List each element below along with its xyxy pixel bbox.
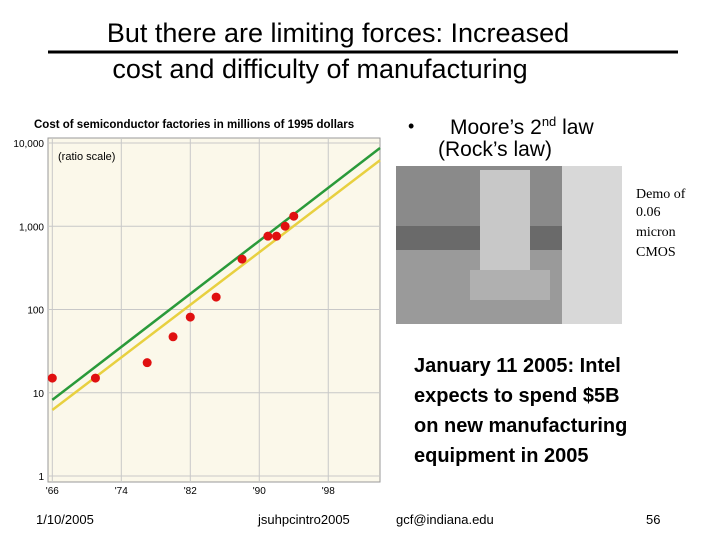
bullet-text-part: Moore’s 2 bbox=[450, 116, 542, 139]
note: expects to spend $5B bbox=[414, 385, 620, 407]
title-line: cost and difficulty of manufacturing bbox=[112, 54, 527, 84]
note: January 11 2005: Intel bbox=[414, 355, 621, 377]
caption: micron bbox=[636, 225, 676, 240]
data-point bbox=[168, 332, 178, 342]
x-tick-label: '66 bbox=[46, 486, 59, 497]
data-point bbox=[237, 254, 247, 264]
caption: CMOS bbox=[636, 245, 676, 260]
y-tick-label: 1,000 bbox=[19, 222, 44, 233]
bullet-text: (Rock’s law) bbox=[438, 138, 552, 161]
bullet-text: Moore’s 2nd law bbox=[450, 114, 594, 139]
y-tick-label: 10 bbox=[33, 389, 45, 400]
chart-annotation: (ratio scale) bbox=[58, 151, 115, 163]
caption: Demo of bbox=[636, 187, 686, 202]
cmos-image bbox=[396, 166, 622, 324]
x-tick-label: '98 bbox=[322, 486, 335, 497]
data-point bbox=[185, 312, 195, 322]
data-point bbox=[142, 358, 152, 368]
bullet-marker: • bbox=[408, 116, 414, 136]
x-tick-label: '74 bbox=[115, 486, 128, 497]
caption: 0.06 bbox=[636, 205, 661, 220]
data-point bbox=[289, 211, 299, 221]
data-point bbox=[211, 292, 221, 302]
footer-email: gcf@indiana.edu bbox=[396, 512, 494, 527]
data-point bbox=[280, 221, 290, 231]
data-point bbox=[90, 373, 100, 383]
superscript: nd bbox=[542, 114, 556, 129]
data-point bbox=[47, 373, 57, 383]
y-tick-label: 10,000 bbox=[13, 139, 44, 150]
footer-name: jsuhpcintro2005 bbox=[257, 512, 350, 527]
trend-line bbox=[51, 159, 381, 412]
data-point bbox=[263, 231, 273, 241]
y-tick-label: 1 bbox=[38, 472, 44, 483]
title-line: But there are limiting forces: Increased bbox=[107, 18, 569, 48]
y-tick-label: 100 bbox=[27, 306, 44, 317]
bullet-text-part: law bbox=[556, 116, 594, 139]
data-point bbox=[272, 231, 282, 241]
page-number: 56 bbox=[646, 512, 660, 527]
x-tick-label: '90 bbox=[253, 486, 266, 497]
note: equipment in 2005 bbox=[414, 445, 589, 467]
x-tick-label: '82 bbox=[184, 486, 197, 497]
footer-date: 1/10/2005 bbox=[36, 512, 94, 527]
note: on new manufacturing bbox=[414, 415, 627, 437]
chart-title: Cost of semiconductor factories in milli… bbox=[34, 119, 354, 131]
trend-line bbox=[51, 147, 381, 401]
